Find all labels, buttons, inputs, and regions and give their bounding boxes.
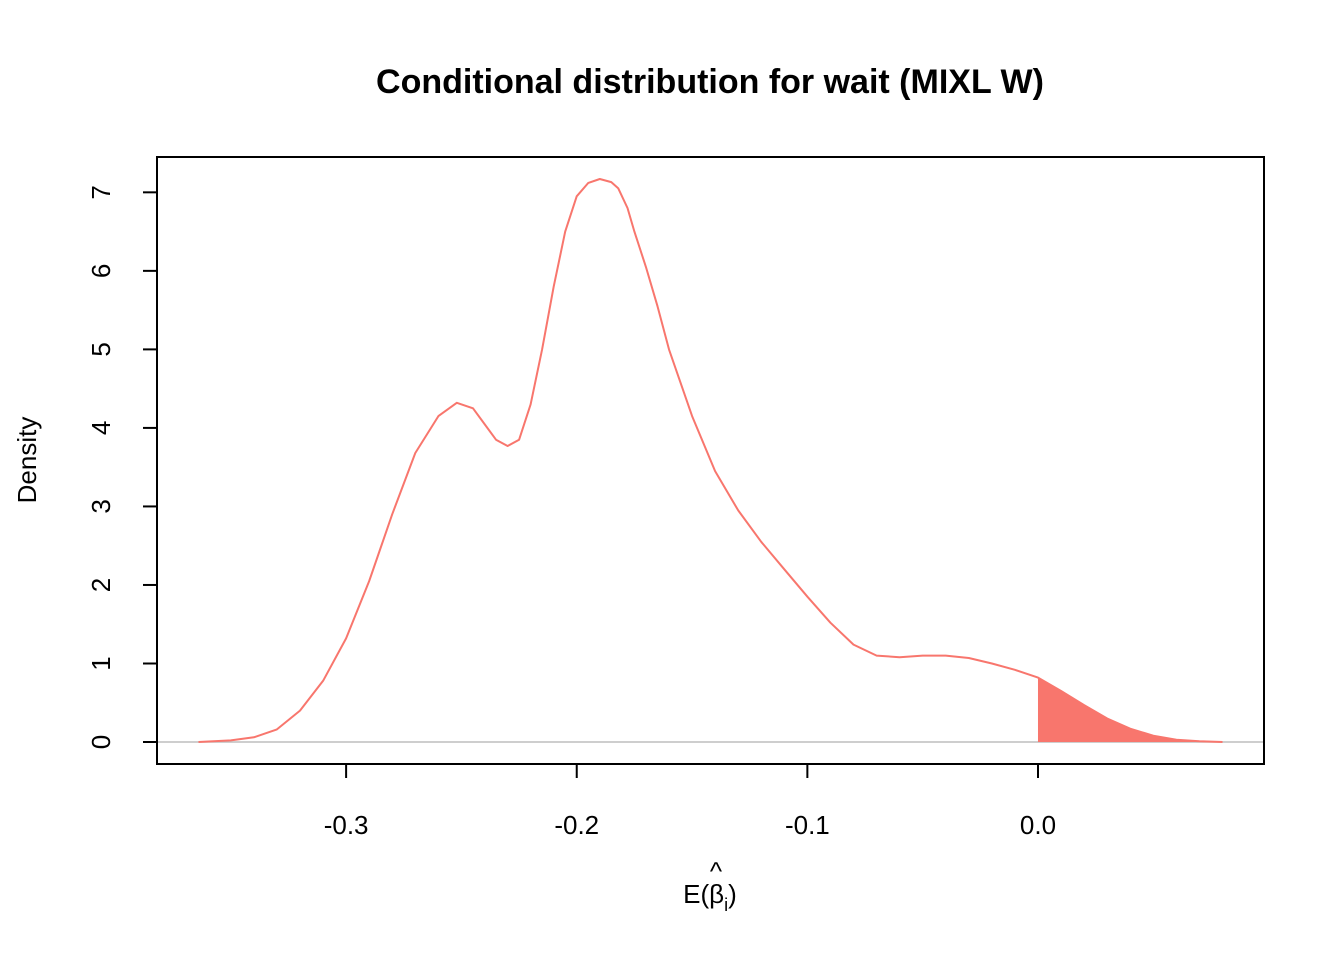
x-axis-label-subscript: i: [724, 895, 728, 915]
y-tick-label: 0: [86, 735, 116, 749]
x-tick-label: -0.1: [785, 810, 830, 840]
x-tick-label: 0.0: [1020, 810, 1056, 840]
shaded-tail-area: [1037, 677, 1223, 743]
x-tick-label: -0.3: [324, 810, 369, 840]
x-axis-label: E(βi): [683, 879, 737, 915]
y-tick-label: 3: [86, 499, 116, 513]
chart-title: Conditional distribution for wait (MIXL …: [376, 63, 1044, 101]
y-axis-label: Density: [12, 417, 42, 504]
plot-area: [157, 178, 1264, 743]
y-tick-label: 7: [86, 185, 116, 199]
y-axis: 0 1 2 3 4 5 6 7: [86, 185, 158, 749]
x-tick-label: -0.2: [554, 810, 599, 840]
y-tick-label: 4: [86, 421, 116, 435]
x-axis-label-prefix: E(: [683, 879, 709, 909]
y-tick-label: 1: [86, 656, 116, 670]
y-tick-label: 5: [86, 342, 116, 356]
x-axis-label-hat: ^: [710, 856, 723, 886]
y-tick-label: 6: [86, 264, 116, 278]
density-curve: [198, 178, 1223, 743]
x-axis: -0.3 -0.2 -0.1 0.0: [324, 763, 1056, 840]
x-axis-label-suffix: ): [728, 879, 737, 909]
x-axis-label-symbol: β: [709, 879, 724, 909]
y-tick-label: 2: [86, 578, 116, 592]
